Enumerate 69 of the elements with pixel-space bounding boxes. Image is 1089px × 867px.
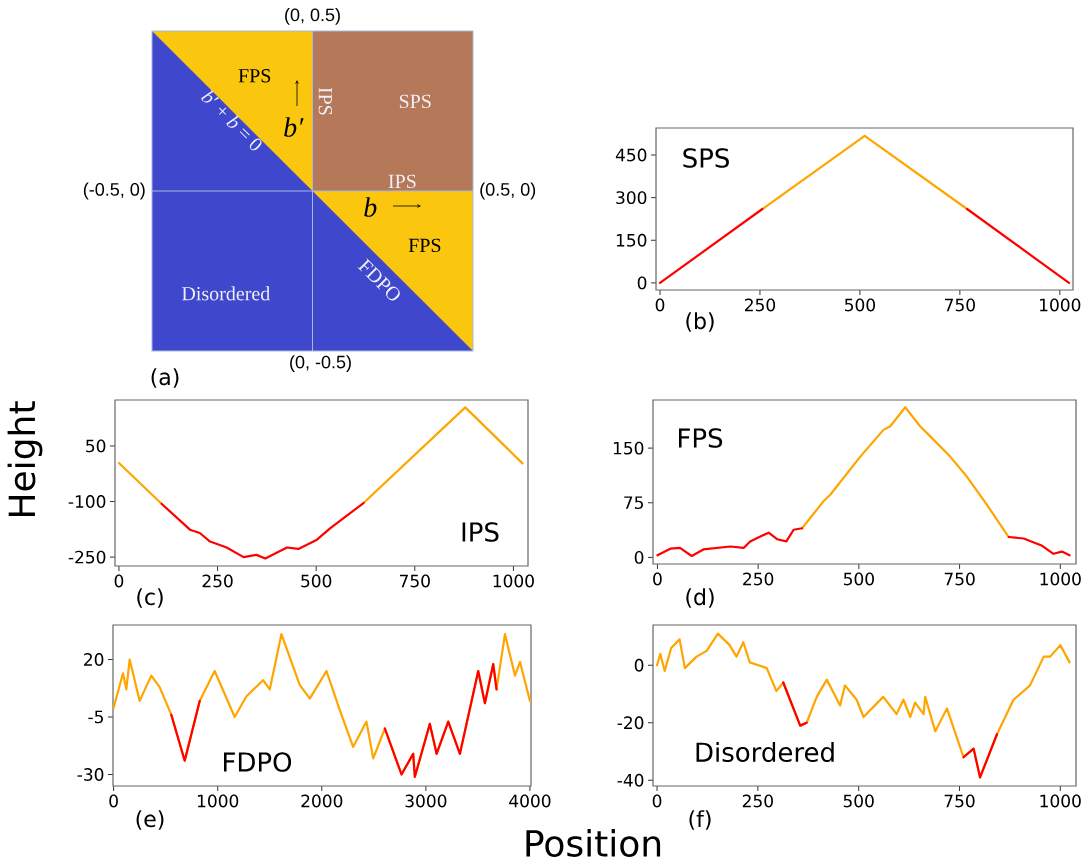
y-tick-label: 300 xyxy=(616,191,647,205)
y-tick-label: 20 xyxy=(84,653,104,666)
x-tick-label: 3000 xyxy=(405,794,447,808)
y-tick-label: 75 xyxy=(624,496,643,510)
text: (0, 0.5) xyxy=(285,8,340,25)
x-tick-label: 500 xyxy=(843,572,874,586)
y-tick-label: -250 xyxy=(68,550,106,564)
x-tick-label: 250 xyxy=(742,794,773,808)
x-tick-label: 500 xyxy=(301,574,332,588)
y-tick-label: 150 xyxy=(616,233,647,247)
y-tick-label: 50 xyxy=(86,439,106,453)
x-tick-label: 750 xyxy=(399,574,430,588)
text: (-0.5, 0) xyxy=(83,182,145,200)
x-tick-label: 250 xyxy=(202,574,233,588)
text: SPS xyxy=(683,148,729,168)
x-tick-label: 0 xyxy=(652,794,662,808)
text: SPS xyxy=(399,94,431,109)
text: (b) xyxy=(686,312,714,332)
y-axis-title: Height xyxy=(7,401,43,516)
text: IPS xyxy=(318,87,333,115)
text: (0.5, 0) xyxy=(480,182,536,200)
y-tick-label: 0 xyxy=(634,551,644,564)
x-tick-label: 750 xyxy=(944,572,975,586)
y-tick-label: -20 xyxy=(617,716,644,730)
text: IPS xyxy=(388,174,416,189)
x-tick-label: 2000 xyxy=(301,794,343,808)
text: (d) xyxy=(686,588,714,608)
text: Disordered xyxy=(696,741,834,763)
text: b xyxy=(364,197,377,217)
x-tick-label: 1000 xyxy=(1040,298,1081,312)
x-tick-label: 0 xyxy=(655,298,665,312)
line-series xyxy=(160,501,365,560)
x-tick-label: 500 xyxy=(843,794,874,808)
text: (a) xyxy=(151,368,179,388)
y-tick-label: -100 xyxy=(68,495,106,508)
y-tick-label: 150 xyxy=(613,441,644,455)
x-tick-label: 500 xyxy=(845,298,876,312)
x-tick-label: 0 xyxy=(653,572,662,586)
x-tick-label: 250 xyxy=(743,572,774,586)
text: (e) xyxy=(136,810,164,830)
x-tick-label: 0 xyxy=(109,794,118,808)
text: (c) xyxy=(137,588,163,608)
text: b′ xyxy=(284,117,304,137)
x-tick-label: 1000 xyxy=(1040,794,1081,808)
text: FPS xyxy=(679,428,723,448)
y-tick-label: -40 xyxy=(617,773,644,787)
x-tick-label: 1000 xyxy=(1040,572,1081,586)
x-tick-label: 4000 xyxy=(509,794,551,808)
x-tick-label: 750 xyxy=(944,794,975,808)
text: FDPO xyxy=(224,752,292,772)
text: Disordered xyxy=(181,286,271,301)
y-tick-label: 0 xyxy=(634,658,644,672)
text: b′ + b = 0 xyxy=(201,89,262,151)
y-tick-label: 450 xyxy=(615,148,647,162)
x-tick-label: 750 xyxy=(945,298,975,312)
text: IPS xyxy=(462,522,499,542)
text: FPS xyxy=(238,69,271,83)
y-tick-label: 0 xyxy=(637,276,647,290)
text: (f) xyxy=(689,810,711,830)
x-axis-title: Position xyxy=(526,829,661,857)
y-tick-label: -5 xyxy=(88,710,103,724)
x-tick-label: 1000 xyxy=(493,574,534,588)
line-series xyxy=(800,406,1010,539)
x-tick-label: 1000 xyxy=(197,794,239,808)
y-tick-label: -30 xyxy=(77,768,104,781)
x-tick-label: 0 xyxy=(114,574,124,588)
x-tick-label: 250 xyxy=(744,298,776,312)
text: (0, -0.5) xyxy=(290,355,351,372)
text: FPS xyxy=(408,238,441,253)
